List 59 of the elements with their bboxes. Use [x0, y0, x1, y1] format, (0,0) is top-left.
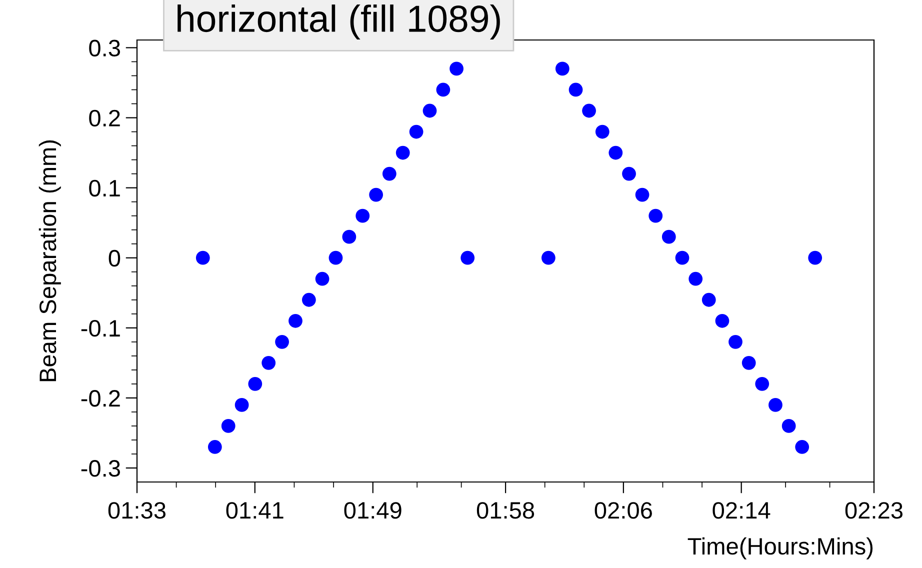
point: [702, 292, 716, 307]
point: [582, 104, 596, 118]
point: [688, 272, 703, 286]
point: [595, 124, 610, 139]
x-tick-label: 02:06: [594, 502, 652, 519]
x-tick-label: 02:23: [845, 502, 903, 519]
point: [541, 250, 556, 265]
point: [262, 356, 276, 370]
point: [715, 314, 730, 328]
point: [782, 419, 796, 433]
point: [450, 62, 464, 76]
y-tick-label: -0.1: [81, 320, 120, 337]
point: [808, 250, 822, 265]
point: [221, 419, 236, 433]
point: [234, 398, 249, 412]
point: [568, 82, 583, 97]
point: [635, 188, 650, 202]
point: [342, 230, 356, 244]
point: [460, 250, 475, 265]
x-tick-label: 01:58: [476, 502, 534, 519]
point: [302, 292, 316, 307]
point: [662, 230, 676, 244]
point: [288, 314, 302, 328]
point: [409, 124, 424, 139]
x-tick-label: 01:49: [344, 502, 402, 519]
y-tick-label: 0.3: [89, 40, 120, 56]
point: [795, 440, 810, 454]
point: [356, 208, 370, 223]
point: [396, 146, 410, 160]
y-tick-label: -0.3: [81, 460, 120, 477]
point: [608, 146, 623, 160]
point: [675, 250, 690, 265]
point: [555, 62, 570, 76]
y-tick-label: 0.2: [89, 110, 120, 127]
point: [728, 334, 742, 349]
x-tick-label: 01:41: [226, 502, 284, 519]
point: [742, 356, 756, 370]
point: [196, 250, 210, 265]
point: [622, 166, 636, 181]
point: [208, 440, 222, 454]
point: [275, 334, 289, 349]
point: [315, 272, 330, 286]
point: [422, 104, 437, 118]
y-tick-label: 0.1: [89, 180, 120, 197]
y-axis-title: Beam Separation (mm): [38, 140, 61, 382]
x-tick-label: 02:14: [712, 502, 770, 519]
point: [768, 398, 782, 412]
y-tick-label: -0.2: [81, 390, 120, 407]
point: [382, 166, 396, 181]
y-tick-label: 0: [108, 250, 120, 267]
point: [648, 208, 663, 223]
chart-title: horizontal (fill 1089): [178, 4, 500, 40]
x-tick-label: 01:33: [108, 502, 166, 519]
point: [248, 376, 262, 391]
point: [369, 188, 384, 202]
x-axis-title: Time(Hours:Mins): [688, 537, 873, 560]
point: [755, 376, 770, 391]
point: [436, 82, 450, 97]
point: [328, 250, 343, 265]
